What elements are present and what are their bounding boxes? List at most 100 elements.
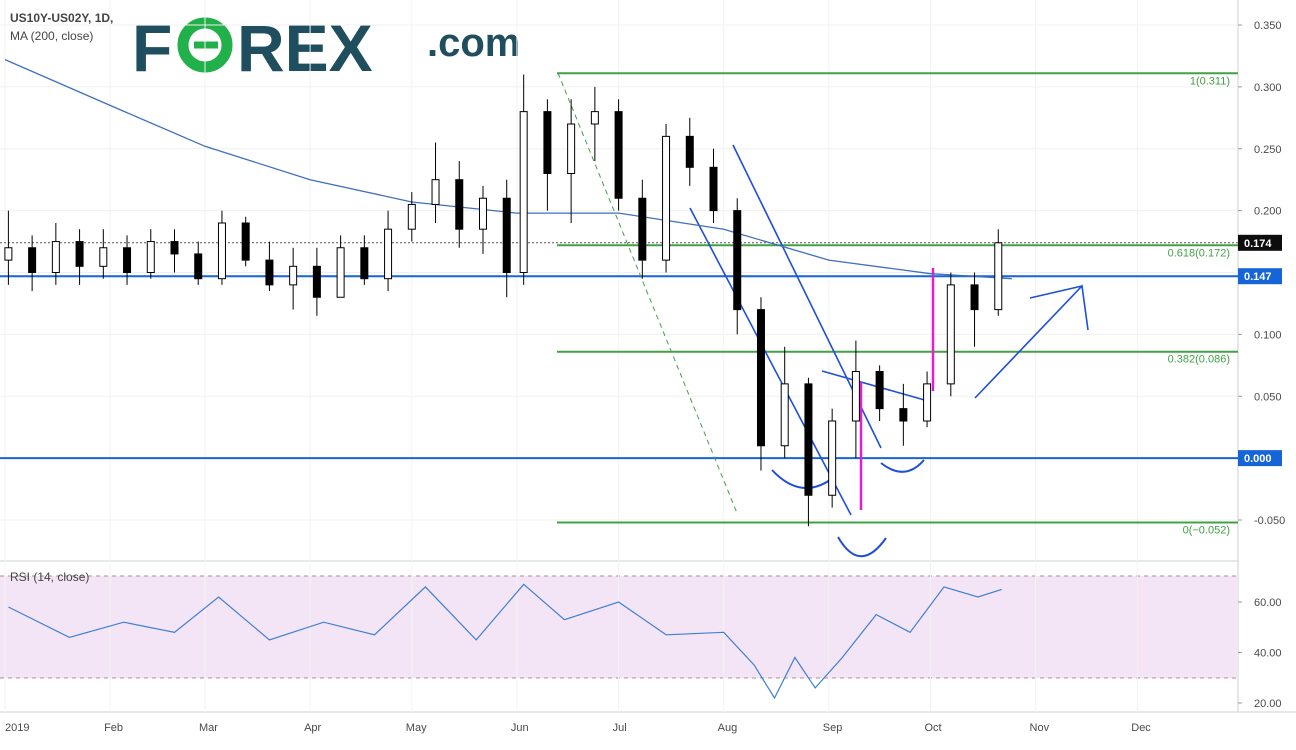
candle-body xyxy=(28,247,37,273)
ma-layer xyxy=(4,59,1012,280)
candle xyxy=(685,117,694,186)
candle-body xyxy=(899,408,908,422)
candle xyxy=(99,229,108,279)
candle xyxy=(590,86,599,162)
candle-body xyxy=(543,111,552,174)
time-tick-label: 2019 xyxy=(5,722,29,734)
candle-body xyxy=(146,241,155,273)
candle xyxy=(217,210,226,285)
candle xyxy=(502,179,511,298)
candle-body xyxy=(828,420,837,496)
right-shoulder-arc xyxy=(880,459,925,473)
candle xyxy=(360,235,369,285)
candle xyxy=(4,210,13,285)
left-shoulder-arc xyxy=(771,469,831,489)
candle-body xyxy=(662,135,671,261)
level-price-tag xyxy=(1238,268,1282,285)
rsi-tick-label: 40.00 xyxy=(1254,648,1282,660)
candle xyxy=(828,408,837,508)
time-tick-label: Mar xyxy=(199,722,218,734)
candle xyxy=(28,235,37,292)
candle-body xyxy=(99,247,108,267)
channel-line-lower xyxy=(689,207,852,516)
candle-body xyxy=(709,166,718,212)
candle xyxy=(384,210,393,292)
level-price-tag-label: 0.000 xyxy=(1244,453,1272,465)
candle-body xyxy=(407,203,416,230)
candle xyxy=(478,185,487,254)
candle-body xyxy=(685,135,694,168)
last-price-tag xyxy=(1238,234,1282,251)
candle-body xyxy=(804,383,813,496)
time-tick-label: Nov xyxy=(1030,722,1050,734)
price-tick-label: 0.050 xyxy=(1254,391,1282,403)
symbol-header: US10Y-US02Y, 1D, xyxy=(10,11,113,25)
candle-body xyxy=(4,247,13,261)
candle-body xyxy=(638,197,647,261)
annotation-layer xyxy=(557,72,1089,558)
projection-arrow-branch xyxy=(1029,285,1083,299)
candle xyxy=(804,377,813,527)
candle xyxy=(662,124,671,273)
candle xyxy=(638,179,647,279)
candle-body xyxy=(567,123,576,174)
candle xyxy=(567,99,576,223)
candle-body xyxy=(360,247,369,280)
head-arc xyxy=(837,536,887,558)
candle-body xyxy=(875,371,884,410)
candle xyxy=(312,247,321,316)
axis-layer: 0.3500.3000.2500.2000.1500.1000.0500.000… xyxy=(5,20,1285,734)
candle-body xyxy=(851,371,860,422)
candle-body xyxy=(756,309,765,447)
candle xyxy=(875,365,884,421)
candle xyxy=(407,192,416,242)
candle-body xyxy=(431,179,440,205)
candle xyxy=(123,235,132,285)
neckline xyxy=(821,370,929,402)
time-tick-label: Oct xyxy=(924,722,941,734)
time-tick-label: Apr xyxy=(304,722,321,734)
candle xyxy=(923,371,932,428)
level-price-tag xyxy=(1238,450,1282,467)
candle-body xyxy=(478,197,487,230)
rsi-layer xyxy=(8,583,1002,700)
candle-body xyxy=(502,197,511,273)
candle xyxy=(241,216,250,267)
candle-body xyxy=(51,241,60,273)
candle xyxy=(756,297,765,471)
candle-body xyxy=(519,111,528,273)
time-tick-label: Aug xyxy=(718,722,738,734)
candle-body xyxy=(455,179,464,230)
fib-level-label: 1(0.311) xyxy=(1190,75,1230,87)
candle xyxy=(709,148,718,223)
logo-text-rex: REX xyxy=(237,11,373,85)
price-tick-label: 0.350 xyxy=(1254,20,1282,32)
candle xyxy=(851,340,860,459)
fib-level-label: 0.382(0.086) xyxy=(1168,354,1230,366)
candle-body xyxy=(946,284,955,385)
candle-body xyxy=(336,247,345,298)
candle-body xyxy=(994,242,1003,311)
fib-level-label: 0.618(0.172) xyxy=(1168,247,1230,259)
candle xyxy=(733,198,742,335)
candle-body xyxy=(123,247,132,273)
levels-layer: 1(0.311) 0.618(0.172) 0.382(0.086) 0(−0.052… xyxy=(0,72,1238,536)
price-tick-label: 0.250 xyxy=(1254,144,1282,156)
candle xyxy=(170,229,179,273)
candle xyxy=(455,161,464,248)
candle xyxy=(75,229,84,285)
price-tick-label: -0.050 xyxy=(1254,515,1285,527)
candle xyxy=(543,99,552,211)
candle xyxy=(899,383,908,446)
candle xyxy=(146,229,155,279)
logo-text-f: F xyxy=(132,11,172,85)
candle-body xyxy=(590,111,599,125)
price-tick-label: 0.300 xyxy=(1254,82,1282,94)
candle xyxy=(994,229,1003,316)
logo-text-com: .com xyxy=(427,21,520,65)
fib-level-label: 0(−0.052) xyxy=(1183,524,1230,536)
ma200-line xyxy=(4,59,1012,280)
dashed-fib-trend xyxy=(557,72,738,514)
candle-body xyxy=(194,253,203,280)
